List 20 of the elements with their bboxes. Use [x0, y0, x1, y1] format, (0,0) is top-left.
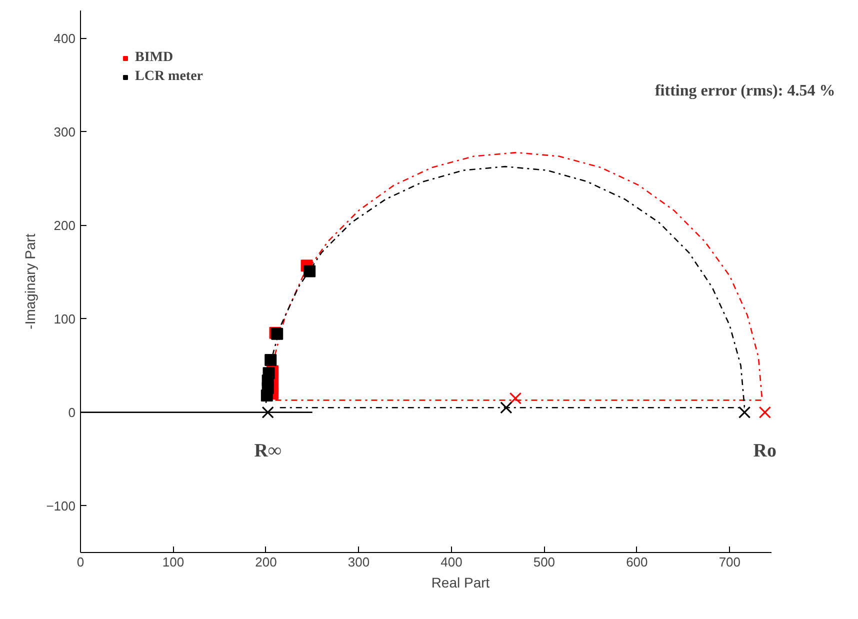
- x-tick-label: 200: [255, 554, 277, 570]
- y-tick-label: 200: [54, 218, 76, 233]
- x-tick-label: 600: [626, 554, 648, 570]
- x-tick-label: 400: [440, 554, 462, 570]
- x-tick-label: 700: [718, 554, 741, 570]
- x-tick-label: 500: [533, 554, 556, 570]
- y-tick-label: 400: [54, 31, 76, 46]
- x-tick-label: 100: [162, 554, 184, 570]
- annotation: R∞: [254, 440, 282, 462]
- x-tick-label: 300: [348, 554, 370, 570]
- annotation: fitting error (rms): 4.54 %: [654, 82, 836, 100]
- y-tick-label: 0: [68, 404, 76, 420]
- legend-label: LCR meter: [135, 69, 204, 85]
- y-tick-label: 100: [54, 311, 76, 326]
- annotation: Ro: [753, 440, 777, 462]
- y-axis-title: -Imaginary Part: [22, 234, 38, 330]
- x-axis-title: Real Part: [431, 574, 490, 590]
- y-tick-label: 300: [54, 124, 76, 140]
- legend-label: BIMD: [135, 50, 174, 66]
- y-tick-label: −100: [46, 498, 76, 514]
